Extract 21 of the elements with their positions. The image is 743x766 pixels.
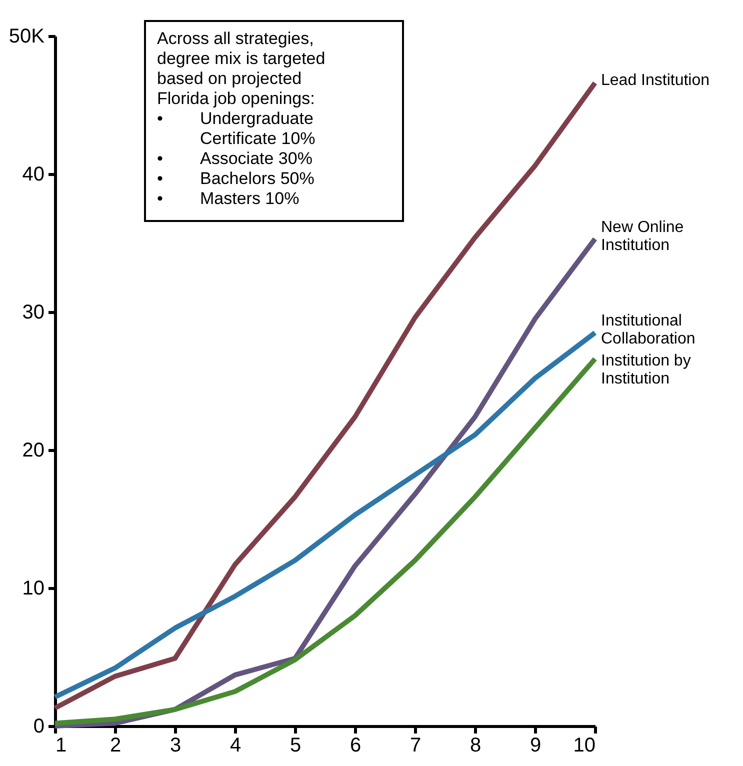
x-tick-label: 6 (350, 734, 362, 756)
x-tick-label: 5 (290, 734, 302, 756)
y-tick-label: 20 (22, 440, 44, 462)
x-tick-label: 1 (56, 734, 67, 756)
y-tick-label: 10 (22, 578, 44, 600)
x-tick-label: 7 (410, 734, 422, 756)
series-label: Lead Institution (601, 72, 710, 89)
series-label: Institution by Institution (601, 352, 691, 388)
text: Across all strategies, degree mix is targeted based on projected Florida job openings: • Undergraduate Certificate 10% • Associate 30% • Bachelors 50% • Masters 10% (157, 29, 326, 208)
x-tick-label: 10 (573, 734, 596, 756)
y-tick-label: 40 (22, 164, 44, 186)
x-tick-label: 8 (470, 734, 482, 756)
y-tick-label: 0 (33, 716, 44, 738)
x-tick-label: 9 (530, 734, 542, 756)
y-tick-label: 30 (22, 302, 44, 324)
series-label: New Online Institution (601, 218, 684, 254)
series-label: Institutional Collaboration (601, 312, 696, 348)
x-tick-label: 2 (110, 734, 122, 756)
x-tick-label: 3 (170, 734, 182, 756)
y-tick-label: 50K (8, 26, 46, 48)
x-tick-label: 4 (230, 734, 242, 756)
